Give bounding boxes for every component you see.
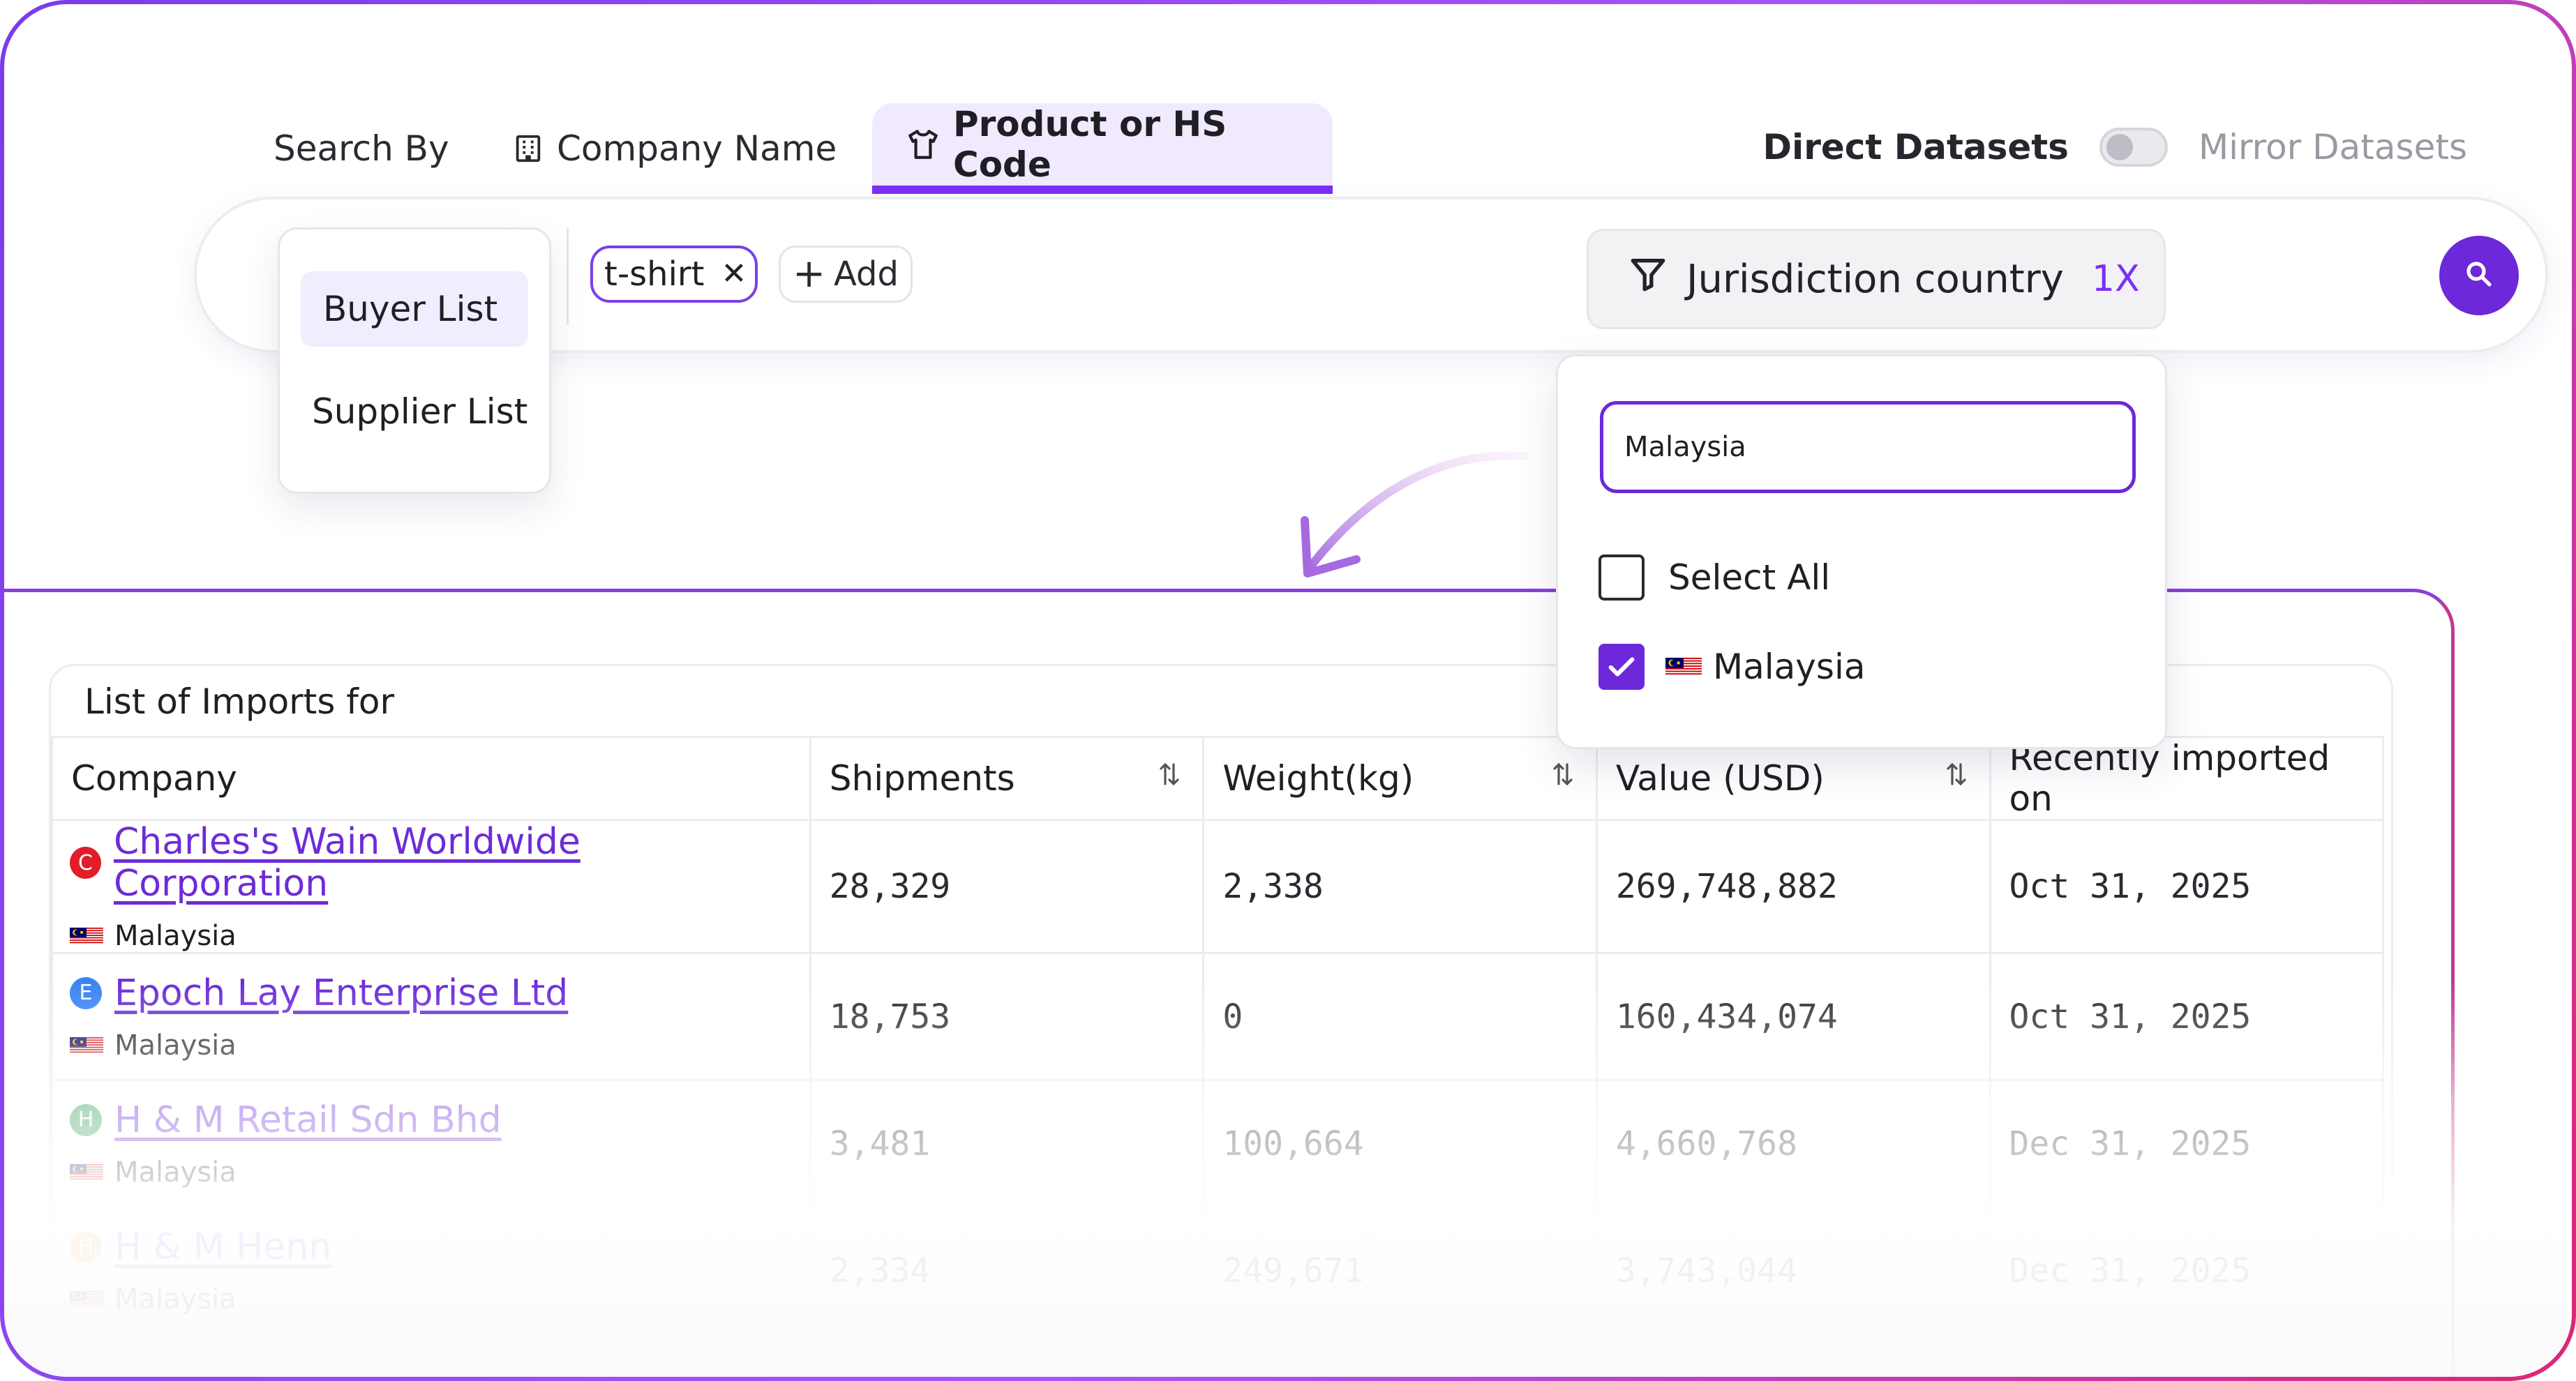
tab-company-name[interactable]: Company Name [479, 103, 870, 194]
country-search-input[interactable] [1600, 401, 2136, 493]
company-cell: C Charles's Wain Worldwide Corporation M… [51, 819, 811, 954]
chip-label: t-shirt [604, 255, 705, 294]
company-initial-badge: H [70, 1230, 102, 1263]
filter-icon [1628, 254, 1668, 304]
value-cell: 4,660,768 [1595, 1079, 1991, 1208]
company-initial-badge: E [70, 976, 102, 1009]
value-cell: 160,434,074 [1595, 952, 1991, 1081]
table-header-row: Company Shipments Weight(kg) Value (USD)… [51, 736, 2385, 821]
malaysia-flag-icon [70, 1163, 103, 1181]
recent-import-date-cell: Oct 31, 2025 [1989, 952, 2385, 1081]
company-country: Malaysia [70, 1283, 791, 1315]
shipments-cell: 3,481 [809, 1079, 1205, 1208]
company-link[interactable]: H & M Henn [114, 1225, 332, 1268]
tab-company-name-label: Company Name [557, 128, 837, 169]
value-cell: 3,743,044 [1595, 1206, 1991, 1335]
mirror-datasets-label: Mirror Datasets [2198, 127, 2467, 167]
search-by-label: Search By [274, 128, 449, 169]
company-cell: H H & M Retail Sdn Bhd Malaysia [51, 1079, 811, 1208]
company-link[interactable]: Charles's Wain Worldwide Corporation [113, 821, 581, 905]
company-cell: E Epoch Lay Enterprise Ltd Malaysia [51, 952, 811, 1081]
search-icon [2462, 257, 2496, 294]
add-label: Add [833, 255, 899, 294]
recent-import-date-cell: Dec 31, 2025 [1989, 1206, 2385, 1335]
company-country: Malaysia [70, 920, 791, 952]
select-all-label: Select All [1668, 557, 1831, 598]
column-header-company[interactable]: Company [51, 736, 811, 821]
tab-product-hs-code-label: Product or HS Code [953, 104, 1227, 185]
tshirt-icon [906, 127, 941, 162]
supplier-list-option[interactable]: Supplier List [312, 391, 528, 432]
tab-product-hs-code[interactable]: Product or HS Code [872, 103, 1333, 194]
sort-icon[interactable] [1158, 760, 1181, 788]
column-header-weight[interactable]: Weight(kg) [1202, 736, 1598, 821]
column-header-value[interactable]: Value (USD) [1595, 736, 1991, 821]
company-country-label: Malaysia [114, 1029, 237, 1062]
pointer-arrow-icon [1301, 451, 1529, 578]
company-country: Malaysia [70, 1029, 791, 1062]
column-header-shipments[interactable]: Shipments [809, 736, 1205, 821]
malaysia-flag-icon [1665, 658, 1702, 676]
table-title: List of Imports for [84, 681, 395, 722]
company-link[interactable]: H & M Retail Sdn Bhd [114, 1099, 502, 1141]
close-icon[interactable]: ✕ [721, 256, 747, 292]
dataset-switch: Direct Datasets Mirror Datasets [1763, 127, 2467, 167]
company-country-label: Malaysia [114, 1156, 237, 1188]
select-all-checkbox[interactable] [1598, 554, 1645, 601]
direct-datasets-label: Direct Datasets [1762, 127, 2069, 167]
add-button[interactable]: + Add [779, 246, 913, 303]
search-button[interactable] [2439, 236, 2519, 315]
search-chip: t-shirt ✕ [590, 246, 758, 303]
company-country-label: Malaysia [114, 1283, 237, 1315]
list-type-dropdown: Buyer List Supplier List [278, 227, 551, 494]
search-divider [567, 227, 569, 325]
company-initial-badge: C [70, 847, 101, 879]
column-header-recent-import[interactable]: Recently imported on [1989, 736, 2385, 821]
select-all-option[interactable]: Select All [1598, 554, 1830, 601]
recent-import-date-cell: Oct 31, 2025 [1989, 819, 2385, 954]
weight-cell: 100,664 [1202, 1079, 1598, 1208]
table-row: E Epoch Lay Enterprise Ltd Malaysia 18,7… [51, 952, 2385, 1081]
company-initial-badge: H [70, 1103, 102, 1136]
recent-import-date-cell: Dec 31, 2025 [1989, 1079, 2385, 1208]
table-row: C Charles's Wain Worldwide Corporation M… [51, 819, 2385, 954]
imports-table: Company Shipments Weight(kg) Value (USD)… [51, 736, 2385, 1335]
company-country: Malaysia [70, 1156, 791, 1188]
country-dropdown: Select All Malaysia [1556, 354, 2167, 749]
sort-icon[interactable] [1945, 760, 1968, 788]
imports-table-card: List of Imports for Company Shipments We… [49, 664, 2393, 1375]
buyer-list-option[interactable]: Buyer List [301, 271, 528, 347]
shipments-cell: 28,329 [809, 819, 1205, 954]
check-icon [1608, 657, 1635, 677]
malaysia-flag-icon [70, 1036, 103, 1054]
weight-cell: 249,671 [1202, 1206, 1598, 1335]
malaysia-flag-icon [70, 928, 103, 944]
malaysia-option-label: Malaysia [1713, 647, 1866, 687]
weight-cell: 0 [1202, 952, 1598, 1081]
plus-icon: + [793, 251, 825, 296]
shipments-cell: 18,753 [809, 952, 1205, 1081]
company-country-label: Malaysia [114, 920, 237, 952]
malaysia-flag-icon [70, 1290, 103, 1308]
value-cell: 269,748,882 [1595, 819, 1991, 954]
malaysia-checkbox[interactable] [1598, 644, 1645, 690]
sort-icon[interactable] [1551, 760, 1575, 788]
company-cell: H H & M Henn Malaysia [51, 1206, 811, 1335]
filter-count-badge: 1X [2091, 258, 2140, 300]
company-link[interactable]: Epoch Lay Enterprise Ltd [114, 972, 569, 1014]
building-icon [512, 133, 544, 165]
filter-label: Jurisdiction country [1686, 256, 2064, 302]
shipments-cell: 2,334 [809, 1206, 1205, 1335]
dataset-toggle[interactable] [2099, 128, 2168, 167]
jurisdiction-filter-button[interactable]: Jurisdiction country 1X [1587, 229, 2166, 329]
table-row: H H & M Henn Malaysia 2,334 249,671 3,74… [51, 1206, 2385, 1335]
weight-cell: 2,338 [1202, 819, 1598, 954]
table-row: H H & M Retail Sdn Bhd Malaysia 3,481 10… [51, 1079, 2385, 1208]
country-option-malaysia[interactable]: Malaysia [1598, 644, 1865, 690]
